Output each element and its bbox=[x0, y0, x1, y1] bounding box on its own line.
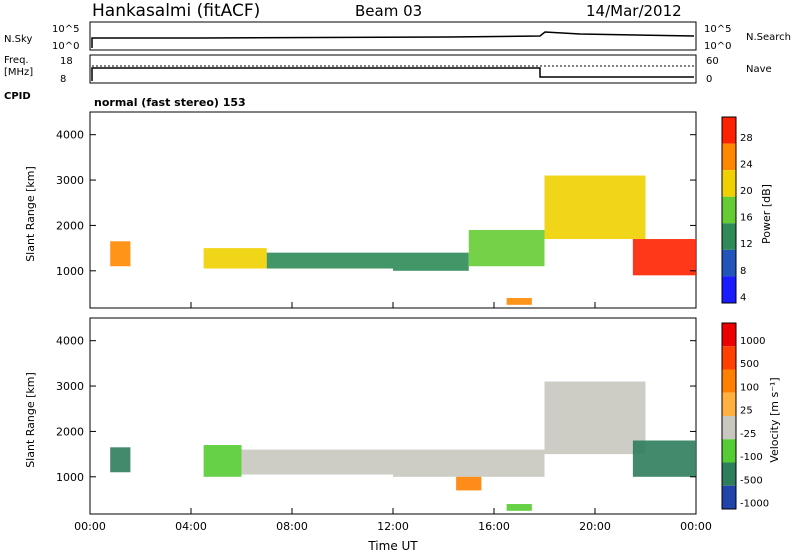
power-ytick-label-2: 3000 bbox=[56, 174, 84, 187]
velocity-band-5 bbox=[544, 381, 646, 455]
freq-tick-bot: 8 bbox=[60, 74, 66, 85]
freq-tick-top: 18 bbox=[60, 56, 73, 67]
power-colorbar-tick-0: 28 bbox=[740, 133, 753, 144]
power-band-3 bbox=[393, 252, 469, 271]
velocity-colorbar-swatch-4 bbox=[722, 416, 736, 440]
power-colorbar-swatch-1 bbox=[722, 143, 736, 171]
velocity-ytick-label-3: 4000 bbox=[56, 335, 84, 348]
power-colorbar-swatch-5 bbox=[722, 249, 736, 277]
velocity-colorbar: 1000 500 100 25 -25 -100 -500 -1000 bbox=[721, 322, 769, 510]
xtick-label-2: 08:00 bbox=[276, 520, 308, 533]
noise-tick-bot-right: 10^0 bbox=[704, 41, 731, 52]
velocity-colorbar-swatch-3 bbox=[722, 392, 736, 416]
cpid-text: normal (fast stereo) 153 bbox=[94, 96, 246, 109]
power-colorbar-frame bbox=[721, 116, 737, 304]
noise-sky-line bbox=[91, 31, 695, 48]
power-colorbar-label: Power [dB] bbox=[760, 184, 773, 244]
power-yticks: 1000 2000 3000 4000 bbox=[56, 129, 696, 278]
power-colorbar-swatch-6 bbox=[722, 276, 736, 303]
power-ytick-label-1: 2000 bbox=[56, 219, 84, 232]
velocity-ytick-label-2: 3000 bbox=[56, 380, 84, 393]
velocity-ytick-label-0: 1000 bbox=[56, 471, 84, 484]
freq-panel bbox=[89, 54, 697, 84]
xtick-label-0: 00:00 bbox=[74, 520, 106, 533]
power-colorbar-tick-1: 24 bbox=[740, 159, 753, 170]
xtick-label-6: 00:00 bbox=[680, 520, 712, 533]
velocity-colorbar-swatch-2 bbox=[722, 369, 736, 393]
power-colorbar-swatch-3 bbox=[722, 196, 736, 224]
velocity-colorbar-tick-2: 100 bbox=[740, 382, 759, 393]
power-colorbar-swatch-4 bbox=[722, 223, 736, 250]
power-band-4 bbox=[468, 229, 545, 267]
nsearch-label: N.Search bbox=[746, 32, 791, 43]
power-ytick-label-0: 1000 bbox=[56, 265, 84, 278]
velocity-colorbar-tick-7: -1000 bbox=[740, 499, 769, 510]
velocity-band-0 bbox=[110, 447, 131, 473]
noise-tick-top-right: 10^5 bbox=[704, 24, 731, 35]
nave-tick-top: 60 bbox=[706, 56, 719, 67]
nsky-label: N.Sky bbox=[4, 34, 32, 45]
power-band-6 bbox=[632, 239, 696, 276]
freq-line bbox=[91, 67, 694, 81]
velocity-bands bbox=[110, 381, 696, 511]
velocity-colorbar-frame bbox=[721, 322, 737, 510]
xtick-label-5: 20:00 bbox=[579, 520, 611, 533]
xtick-label-3: 12:00 bbox=[377, 520, 409, 533]
velocity-colorbar-tick-1: 500 bbox=[740, 359, 759, 370]
velocity-band-4 bbox=[456, 476, 482, 491]
freq-label-2: [MHz] bbox=[4, 67, 33, 78]
velocity-colorbar-label: Velocity [m s⁻¹] bbox=[768, 377, 781, 462]
date-title: 14/Mar/2012 bbox=[586, 2, 682, 20]
noise-tick-bot-left: 10^0 bbox=[52, 41, 79, 52]
velocity-colorbar-tick-5: -100 bbox=[740, 452, 763, 463]
nave-tick-bot: 0 bbox=[706, 74, 712, 85]
x-axis-label: Time UT bbox=[367, 539, 418, 553]
velocity-colorbar-tick-0: 1000 bbox=[740, 336, 765, 347]
velocity-colorbar-swatch-6 bbox=[722, 462, 736, 486]
power-colorbar: 28 24 20 16 12 8 4 bbox=[721, 116, 753, 304]
velocity-colorbar-tick-3: 25 bbox=[740, 406, 753, 417]
velocity-colorbar-tick-6: -500 bbox=[740, 475, 763, 486]
velocity-band-2 bbox=[241, 449, 393, 475]
velocity-band-7 bbox=[506, 504, 532, 511]
cpid-label: CPID bbox=[4, 91, 31, 102]
power-colorbar-swatch-0 bbox=[722, 117, 736, 144]
velocity-colorbar-swatch-0 bbox=[722, 323, 736, 347]
xtick-label-1: 04:00 bbox=[175, 520, 207, 533]
velocity-yticks: 1000 2000 3000 4000 bbox=[56, 335, 696, 484]
noise-panel bbox=[89, 21, 697, 51]
power-ylabel: Slant Range [km] bbox=[24, 166, 37, 262]
velocity-band-3 bbox=[393, 449, 545, 477]
power-colorbar-tick-5: 8 bbox=[740, 266, 746, 277]
velocity-colorbar-swatch-5 bbox=[722, 439, 736, 463]
velocity-colorbar-swatch-1 bbox=[722, 346, 736, 370]
freq-label-1: Freq. bbox=[4, 55, 29, 66]
power-colorbar-tick-6: 4 bbox=[740, 292, 746, 303]
noise-tick-top-left: 10^5 bbox=[52, 24, 79, 35]
nave-label: Nave bbox=[746, 64, 772, 75]
power-band-5 bbox=[544, 175, 646, 240]
power-band-0 bbox=[110, 241, 131, 267]
x-axis-ticks: 00:00 04:00 08:00 12:00 16:00 20:00 00:00 bbox=[74, 302, 712, 533]
velocity-ytick-label-1: 2000 bbox=[56, 425, 84, 438]
power-band-7 bbox=[506, 298, 532, 305]
velocity-band-6 bbox=[632, 440, 696, 477]
power-colorbar-tick-4: 12 bbox=[740, 239, 753, 250]
velocity-colorbar-swatch-7 bbox=[722, 485, 736, 509]
beam-title: Beam 03 bbox=[355, 2, 422, 20]
power-colorbar-tick-2: 20 bbox=[740, 186, 753, 197]
power-colorbar-tick-3: 16 bbox=[740, 213, 753, 224]
power-bands bbox=[110, 175, 696, 305]
station-title: Hankasalmi (fitACF) bbox=[92, 1, 260, 21]
xtick-label-4: 16:00 bbox=[478, 520, 510, 533]
velocity-colorbar-tick-4: -25 bbox=[740, 429, 756, 440]
power-colorbar-swatch-2 bbox=[722, 170, 736, 197]
power-band-2 bbox=[266, 252, 393, 269]
power-band-1 bbox=[203, 248, 267, 269]
velocity-ylabel: Slant Range [km] bbox=[24, 372, 37, 468]
power-ytick-label-3: 4000 bbox=[56, 129, 84, 142]
velocity-band-1 bbox=[203, 445, 242, 477]
